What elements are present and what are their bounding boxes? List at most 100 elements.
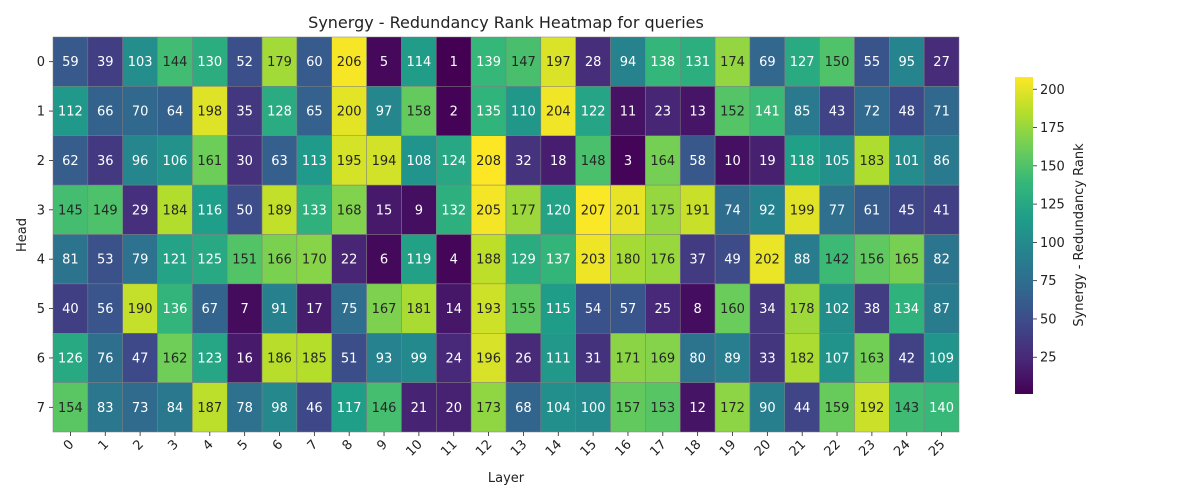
cell-value-label: 193 — [476, 302, 501, 317]
heatmap-cell — [192, 135, 228, 186]
cell-value-label: 40 — [62, 302, 79, 317]
heatmap-cell — [575, 283, 611, 334]
cell-value-label: 187 — [197, 401, 222, 416]
heatmap-cell — [923, 184, 960, 235]
cell-value-label: 110 — [511, 105, 536, 120]
heatmap-cell — [645, 36, 681, 87]
heatmap-cell — [401, 184, 437, 235]
cell-value-label: 39 — [97, 55, 114, 70]
heatmap-cell — [52, 86, 89, 136]
heatmap-cell — [366, 36, 402, 87]
cell-value-label: 102 — [825, 302, 850, 317]
heatmap-cell — [87, 135, 123, 186]
cell-value-label: 207 — [581, 203, 606, 218]
cell-value-label: 23 — [655, 105, 672, 120]
heatmap-cell — [854, 382, 890, 433]
heatmap-cell — [157, 135, 193, 186]
cell-value-label: 197 — [546, 55, 571, 70]
cell-value-label: 138 — [650, 55, 675, 70]
heatmap-cell — [749, 135, 786, 186]
heatmap-cell — [470, 283, 507, 334]
cell-value-label: 28 — [585, 55, 602, 70]
cell-value-label: 85 — [794, 105, 811, 120]
cell-value-label: 33 — [759, 351, 776, 366]
x-tick-label: 23 — [856, 437, 878, 459]
heatmap-cell — [610, 86, 646, 136]
cell-value-label: 58 — [689, 154, 706, 169]
heatmap-cell — [157, 234, 193, 285]
cell-value-label: 186 — [267, 351, 292, 366]
colorbar-tick-label: 50 — [1040, 312, 1057, 327]
cell-value-label: 111 — [546, 351, 571, 366]
cell-value-label: 116 — [197, 203, 222, 218]
cell-value-label: 208 — [476, 154, 501, 169]
heatmap-cell — [261, 234, 298, 285]
cell-value-label: 45 — [898, 203, 915, 218]
heatmap-cell — [366, 184, 402, 235]
heatmap-cell — [505, 234, 542, 285]
x-tick-label: 10 — [403, 437, 425, 459]
heatmap-cell — [331, 86, 367, 136]
cell-value-label: 48 — [898, 105, 915, 120]
cell-value-label: 132 — [441, 203, 466, 218]
heatmap-cell — [122, 234, 158, 285]
heatmap-cell — [366, 333, 402, 383]
cell-value-label: 42 — [898, 351, 915, 366]
cell-value-label: 171 — [616, 351, 641, 366]
heatmap-cell — [923, 333, 960, 383]
heatmap-cell — [610, 184, 646, 235]
cell-value-label: 125 — [197, 253, 222, 268]
cell-value-label: 87 — [933, 302, 950, 317]
heatmap-cell — [52, 333, 89, 383]
x-tick-label: 19 — [717, 437, 739, 459]
heatmap-cell — [261, 333, 298, 383]
heatmap-cell — [122, 36, 158, 87]
cell-value-label: 55 — [864, 55, 881, 70]
heatmap-cell — [261, 135, 298, 186]
cell-value-label: 94 — [620, 55, 637, 70]
heatmap-cell — [87, 36, 123, 87]
heatmap-cell — [331, 283, 367, 334]
heatmap-cell — [679, 333, 716, 383]
x-tick-label: 21 — [787, 437, 809, 459]
cell-value-label: 133 — [302, 203, 327, 218]
heatmap-cell — [645, 184, 681, 235]
cell-value-label: 157 — [616, 401, 641, 416]
x-tick-label: 12 — [473, 437, 495, 459]
cell-value-label: 10 — [724, 154, 741, 169]
cell-value-label: 128 — [267, 105, 292, 120]
heatmap-cell — [470, 86, 507, 136]
x-axis-label: Layer — [488, 471, 525, 486]
heatmap-cell — [575, 36, 611, 87]
heatmap-cell — [714, 234, 751, 285]
cell-value-label: 161 — [197, 154, 222, 169]
cell-value-label: 20 — [445, 401, 462, 416]
cell-value-label: 97 — [376, 105, 393, 120]
heatmap-cell — [87, 283, 123, 334]
heatmap-cell — [192, 86, 228, 136]
heatmap-cell — [505, 36, 542, 87]
heatmap-cell — [52, 283, 89, 334]
heatmap-cell — [331, 135, 367, 186]
heatmap-cell — [889, 333, 925, 383]
cell-value-label: 51 — [341, 351, 358, 366]
heatmap-cell — [226, 184, 263, 235]
cell-value-label: 199 — [790, 203, 815, 218]
cell-value-label: 170 — [302, 253, 327, 268]
cell-value-label: 168 — [337, 203, 362, 218]
heatmap-cell — [819, 36, 855, 87]
x-tick-label: 15 — [578, 437, 600, 459]
cell-value-label: 93 — [376, 351, 393, 366]
cell-value-label: 60 — [306, 55, 323, 70]
cell-value-label: 134 — [894, 302, 919, 317]
heatmap-cell — [645, 234, 681, 285]
cell-value-label: 204 — [546, 105, 571, 120]
cell-value-label: 178 — [790, 302, 815, 317]
cell-value-label: 30 — [236, 154, 253, 169]
heatmap-cell — [749, 283, 786, 334]
cell-value-label: 109 — [929, 351, 954, 366]
cell-value-label: 53 — [97, 253, 114, 268]
cell-value-label: 179 — [267, 55, 292, 70]
cell-value-label: 44 — [794, 401, 811, 416]
heatmap-cell — [436, 234, 472, 285]
